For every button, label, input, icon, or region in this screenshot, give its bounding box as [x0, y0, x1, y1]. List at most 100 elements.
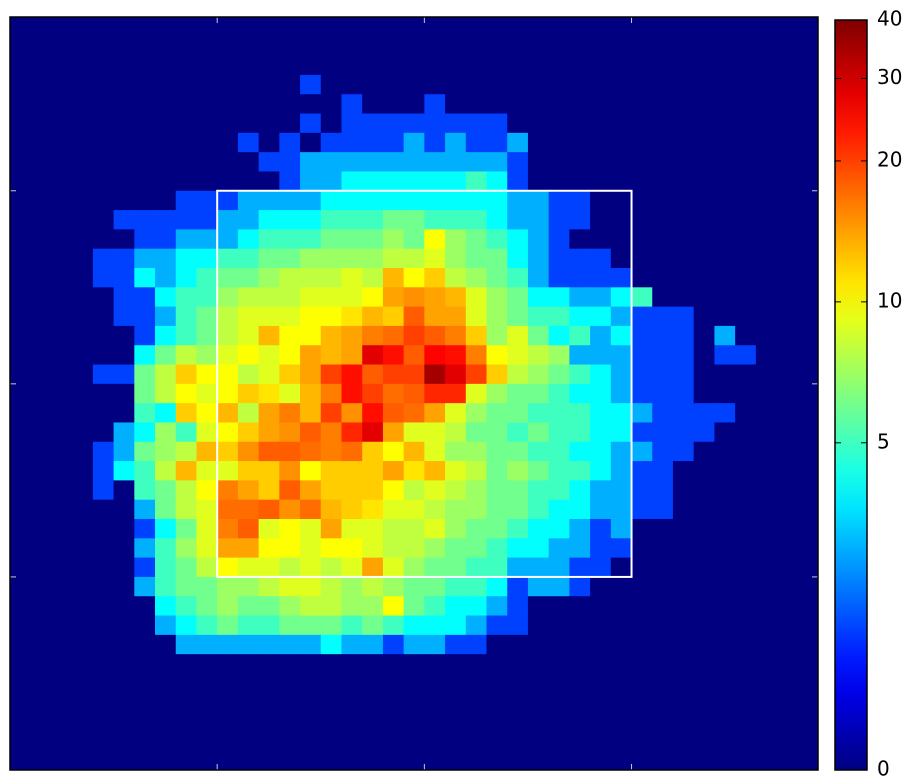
heat-cell: [134, 190, 156, 211]
heat-cell: [279, 345, 301, 366]
heat-cell: [51, 731, 73, 752]
heat-cell: [134, 557, 156, 578]
heat-cell: [424, 17, 446, 37]
heat-cell: [134, 538, 156, 559]
heat-cell: [424, 731, 446, 752]
heat-cell: [217, 750, 239, 771]
heat-cell: [92, 654, 115, 674]
heat-cell: [217, 576, 239, 597]
heat-cell: [507, 383, 529, 404]
heat-cell: [527, 171, 550, 192]
heat-cell: [714, 615, 736, 636]
heat-cell: [258, 325, 280, 346]
heat-cell: [693, 132, 715, 153]
heat-cell: [155, 229, 177, 250]
heat-cell: [424, 634, 446, 655]
heat-cell: [693, 403, 715, 423]
heat-cell: [258, 615, 280, 636]
heat-cell: [465, 210, 488, 230]
heat-cell: [445, 441, 467, 462]
heat-cell: [735, 596, 757, 617]
heat-cell: [382, 441, 405, 462]
heat-cell: [196, 673, 218, 694]
heat-cell: [196, 171, 218, 192]
heat-cell: [714, 268, 736, 288]
heat-cell: [672, 36, 695, 57]
heat-cell: [527, 345, 550, 366]
heat-cell: [217, 229, 239, 250]
heat-cell: [134, 499, 156, 520]
heat-cell: [527, 654, 550, 674]
heat-cell: [465, 692, 488, 713]
heat-cell: [113, 557, 135, 578]
heat-cell: [72, 364, 94, 385]
heat-cell: [217, 210, 239, 230]
heat-cell: [755, 36, 778, 57]
heat-cell: [155, 364, 177, 385]
heat-cell: [279, 210, 301, 230]
heat-cell: [693, 557, 715, 578]
heat-cell: [175, 615, 197, 636]
heat-cell: [92, 519, 115, 539]
heat-cell: [776, 731, 798, 752]
heat-cell: [341, 692, 363, 713]
heat-cell: [714, 94, 736, 115]
heat-cell: [113, 576, 135, 597]
heat-cell: [672, 499, 695, 520]
heat-cell: [486, 171, 508, 192]
heat-cell: [217, 731, 239, 752]
heat-cell: [300, 403, 322, 423]
heat-cell: [569, 152, 591, 172]
heat-cell: [258, 113, 280, 134]
heat-cell: [72, 171, 94, 192]
heat-cell: [92, 190, 115, 211]
heat-cell: [652, 596, 674, 617]
heat-cell: [424, 538, 446, 559]
heat-cell: [548, 36, 570, 57]
heat-cell: [279, 94, 301, 115]
heat-cell: [714, 480, 736, 501]
heat-cell: [300, 441, 322, 462]
heat-cell: [424, 654, 446, 674]
heat-cell: [279, 557, 301, 578]
heat-cell: [507, 673, 529, 694]
heat-cell: [755, 712, 778, 732]
heat-cell: [279, 673, 301, 694]
heat-cell: [51, 557, 73, 578]
heat-cell: [590, 383, 612, 404]
heat-cell: [652, 692, 674, 713]
heat-cell: [776, 576, 798, 597]
heat-cell: [30, 422, 52, 443]
heat-cell: [465, 538, 488, 559]
heat-cell: [445, 74, 467, 95]
heat-cell: [175, 248, 197, 269]
heat-cell: [693, 248, 715, 269]
heat-cell: [92, 576, 115, 597]
heat-cell: [258, 692, 280, 713]
heat-cell: [672, 229, 695, 250]
heat-cell: [217, 480, 239, 501]
heat-cell: [527, 480, 550, 501]
heat-cell: [631, 383, 653, 404]
heat-cell: [10, 480, 32, 501]
heat-cell: [341, 94, 363, 115]
heat-cell: [134, 325, 156, 346]
heat-cell: [279, 403, 301, 423]
heat-cell: [507, 325, 529, 346]
heat-cell: [196, 55, 218, 76]
heat-cell: [714, 74, 736, 95]
heat-cell: [548, 596, 570, 617]
heat-cell: [714, 132, 736, 153]
heat-cell: [113, 229, 135, 250]
heat-cell: [486, 325, 508, 346]
heat-cell: [548, 576, 570, 597]
heat-cell: [672, 345, 695, 366]
heat-cell: [175, 576, 197, 597]
heat-cell: [51, 132, 73, 153]
heat-cell: [92, 287, 115, 308]
heat-cell: [652, 519, 674, 539]
heat-cell: [797, 210, 819, 230]
heat-cell: [258, 36, 280, 57]
heat-cell: [382, 287, 405, 308]
heat-cell: [320, 673, 342, 694]
